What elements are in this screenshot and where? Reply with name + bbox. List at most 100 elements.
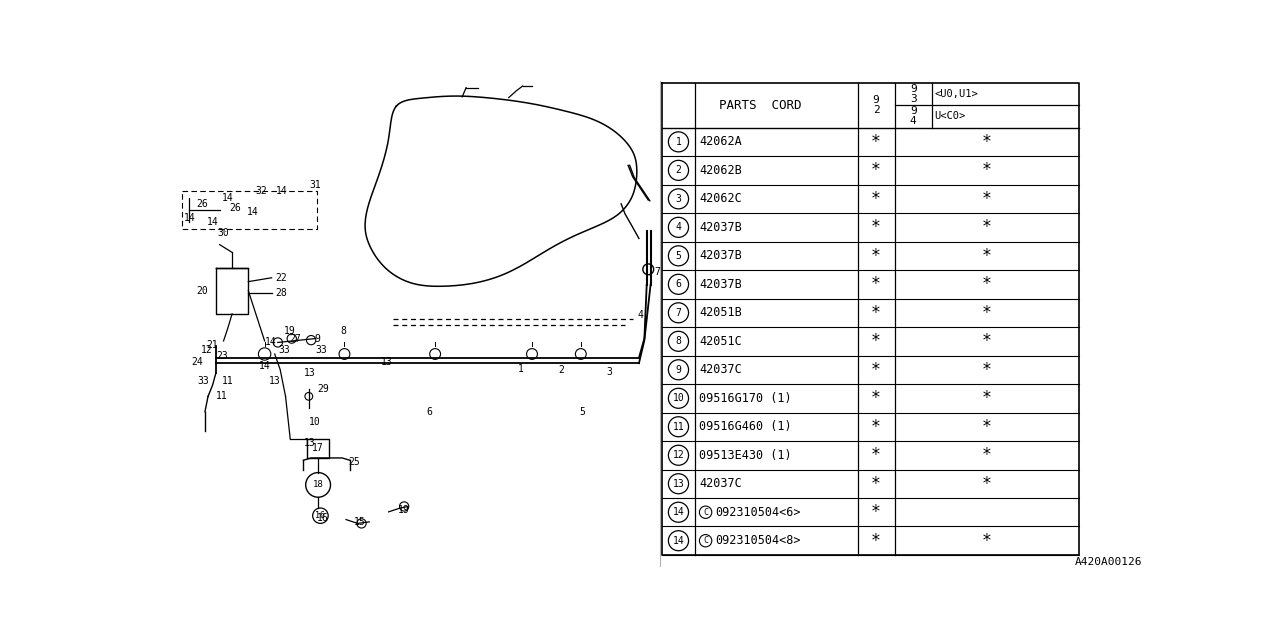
Text: 18: 18 <box>312 481 324 490</box>
Text: 14: 14 <box>207 216 219 227</box>
Text: *: * <box>872 332 881 350</box>
Text: <U0,U1>: <U0,U1> <box>934 89 978 99</box>
Text: C: C <box>703 536 708 545</box>
Text: 19: 19 <box>398 504 410 515</box>
Text: C: C <box>703 508 708 516</box>
Text: 09513E430 (1): 09513E430 (1) <box>699 449 792 461</box>
Text: 14: 14 <box>223 193 234 204</box>
Text: *: * <box>872 190 881 208</box>
Text: 5: 5 <box>580 407 585 417</box>
Text: 17: 17 <box>312 443 324 453</box>
Text: 13: 13 <box>303 438 315 447</box>
Text: 8: 8 <box>676 336 681 346</box>
Text: *: * <box>982 389 992 407</box>
Text: 14: 14 <box>183 212 196 223</box>
Text: *: * <box>982 190 992 208</box>
Text: *: * <box>982 247 992 265</box>
Text: 21: 21 <box>206 340 218 349</box>
Text: 9: 9 <box>676 365 681 375</box>
Text: 42037B: 42037B <box>699 278 742 291</box>
Text: 9
4: 9 4 <box>910 106 916 127</box>
Text: U<C0>: U<C0> <box>934 111 965 122</box>
Text: *: * <box>872 218 881 236</box>
Text: 28: 28 <box>275 288 287 298</box>
Text: 09516G170 (1): 09516G170 (1) <box>699 392 792 404</box>
Text: 16: 16 <box>317 513 329 523</box>
Text: 10: 10 <box>310 417 321 427</box>
Text: 22: 22 <box>275 273 287 283</box>
Text: *: * <box>872 247 881 265</box>
Text: *: * <box>982 361 992 379</box>
Text: *: * <box>872 389 881 407</box>
Text: *: * <box>982 218 992 236</box>
Text: 42051B: 42051B <box>699 307 742 319</box>
Text: 33: 33 <box>315 345 328 355</box>
Text: 2: 2 <box>676 165 681 175</box>
Text: PARTS  CORD: PARTS CORD <box>718 99 801 112</box>
Text: 7: 7 <box>654 267 660 276</box>
Text: *: * <box>872 133 881 151</box>
Text: 20: 20 <box>196 286 209 296</box>
Text: *: * <box>982 446 992 464</box>
Text: 29: 29 <box>317 383 329 394</box>
Text: 1: 1 <box>676 137 681 147</box>
Text: 09516G460 (1): 09516G460 (1) <box>699 420 792 433</box>
Text: 6: 6 <box>676 279 681 289</box>
Text: 14: 14 <box>672 536 685 546</box>
Text: 1: 1 <box>518 364 524 374</box>
Text: 42051C: 42051C <box>699 335 742 348</box>
Text: *: * <box>982 275 992 293</box>
Text: 12: 12 <box>672 451 685 460</box>
Text: 14: 14 <box>247 207 259 216</box>
Text: 11: 11 <box>216 391 228 401</box>
Text: 31: 31 <box>310 180 321 189</box>
Text: *: * <box>872 161 881 179</box>
Text: 42037B: 42037B <box>699 221 742 234</box>
Text: 11: 11 <box>223 376 234 386</box>
Text: 24: 24 <box>191 356 204 367</box>
Text: 13: 13 <box>303 368 315 378</box>
Text: *: * <box>872 503 881 521</box>
Text: 9
3: 9 3 <box>910 84 916 104</box>
Text: 2: 2 <box>558 365 564 375</box>
Text: 4: 4 <box>637 310 644 321</box>
Text: 42037C: 42037C <box>699 477 742 490</box>
Text: *: * <box>872 304 881 322</box>
Text: 42062C: 42062C <box>699 193 742 205</box>
Text: *: * <box>872 446 881 464</box>
Text: *: * <box>982 418 992 436</box>
Text: *: * <box>872 418 881 436</box>
Text: 10: 10 <box>672 393 685 403</box>
Text: A420A00126: A420A00126 <box>1075 557 1143 567</box>
Text: 3: 3 <box>676 194 681 204</box>
Text: 11: 11 <box>672 422 685 432</box>
Text: 13: 13 <box>381 356 393 367</box>
Text: 9
2: 9 2 <box>873 95 879 115</box>
Text: 15: 15 <box>355 517 366 527</box>
Text: 33: 33 <box>278 345 289 355</box>
Text: *: * <box>872 475 881 493</box>
Text: 13: 13 <box>672 479 685 489</box>
Text: 8: 8 <box>340 326 347 336</box>
Text: 32: 32 <box>255 186 266 196</box>
Text: *: * <box>872 275 881 293</box>
Text: 33: 33 <box>197 376 209 386</box>
Text: 26: 26 <box>197 199 209 209</box>
Text: 092310504<8>: 092310504<8> <box>716 534 800 547</box>
Text: 42037B: 42037B <box>699 250 742 262</box>
Text: 092310504<6>: 092310504<6> <box>716 506 800 519</box>
Text: 14: 14 <box>275 186 288 196</box>
Text: 4: 4 <box>676 222 681 232</box>
Text: 5: 5 <box>676 251 681 261</box>
Text: 14: 14 <box>265 337 276 348</box>
Text: 14: 14 <box>259 360 270 371</box>
Text: *: * <box>982 133 992 151</box>
Text: 14: 14 <box>672 508 685 517</box>
Text: 7: 7 <box>676 308 681 318</box>
Text: 27: 27 <box>289 333 302 344</box>
Text: 42062A: 42062A <box>699 136 742 148</box>
Text: 3: 3 <box>607 367 612 377</box>
Text: 9: 9 <box>315 333 320 344</box>
Text: *: * <box>872 532 881 550</box>
Text: *: * <box>982 304 992 322</box>
